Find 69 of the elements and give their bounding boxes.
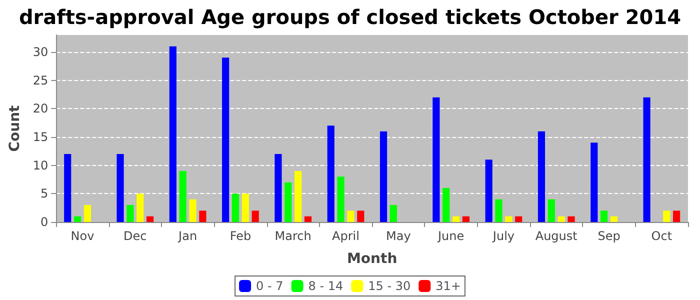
bar (548, 199, 555, 222)
bar (515, 216, 522, 222)
x-tick-label: May (386, 229, 411, 243)
y-tick-label: 20 (32, 102, 48, 116)
bar (304, 216, 312, 222)
bar (232, 194, 240, 222)
x-axis-title: Month (346, 251, 398, 267)
bar (347, 210, 354, 222)
bar (252, 210, 259, 222)
bar (274, 154, 282, 222)
bar (600, 210, 608, 222)
x-tick-label: Jan (178, 229, 198, 243)
x-tick-label: Nov (70, 229, 94, 243)
bar (146, 216, 154, 222)
bar (485, 160, 492, 222)
bar (179, 171, 186, 222)
legend-label: 15 - 30 (368, 279, 411, 293)
bar (452, 216, 460, 222)
bar (284, 182, 292, 222)
bar (199, 210, 206, 222)
bar (505, 216, 512, 222)
bar (64, 154, 72, 222)
bar (568, 216, 575, 222)
bar (432, 97, 440, 222)
x-tick-label: August (535, 229, 578, 243)
bar (222, 58, 230, 222)
bar (242, 194, 249, 222)
y-tick-label: 0 (40, 215, 48, 229)
x-tick-label: June (436, 229, 464, 243)
x-tick-label: Dec (124, 229, 147, 243)
y-tick-label: 15 (32, 130, 48, 144)
x-tick-label: Oct (651, 229, 672, 243)
bar (610, 216, 618, 222)
chart-title: drafts-approval Age groups of closed tickets October 2014 (18, 5, 682, 29)
bar (189, 199, 196, 222)
bar (643, 97, 650, 222)
x-tick-label: Sep (598, 229, 620, 243)
bar (495, 199, 502, 222)
bar (327, 126, 334, 222)
bar (663, 210, 670, 222)
y-tick-label: 30 (32, 45, 48, 59)
legend-label: 31+ (436, 279, 461, 293)
bar (84, 205, 91, 222)
bar (74, 216, 82, 222)
bar (294, 171, 302, 222)
bar (357, 210, 364, 222)
bar (380, 131, 388, 222)
legend-label: 0 - 7 (256, 279, 284, 293)
legend-label: 8 - 14 (308, 279, 344, 293)
x-tick-label: April (332, 229, 360, 243)
bar (126, 205, 134, 222)
bar (390, 205, 397, 222)
y-tick-label: 25 (32, 73, 48, 88)
x-tick-label: Feb (230, 229, 252, 243)
bar (462, 216, 470, 222)
bar (538, 131, 546, 222)
bar (169, 46, 176, 222)
y-axis-title: Count (7, 104, 23, 152)
bar (337, 176, 344, 222)
bar (673, 210, 680, 222)
y-tick-label: 10 (32, 158, 48, 172)
bar (442, 188, 450, 222)
bar (590, 142, 598, 222)
y-tick-label: 5 (40, 186, 48, 201)
bar (116, 154, 124, 222)
x-tick-label: March (274, 229, 312, 243)
bar (136, 194, 144, 222)
bar (558, 216, 565, 222)
x-tick-label: July (492, 229, 515, 243)
